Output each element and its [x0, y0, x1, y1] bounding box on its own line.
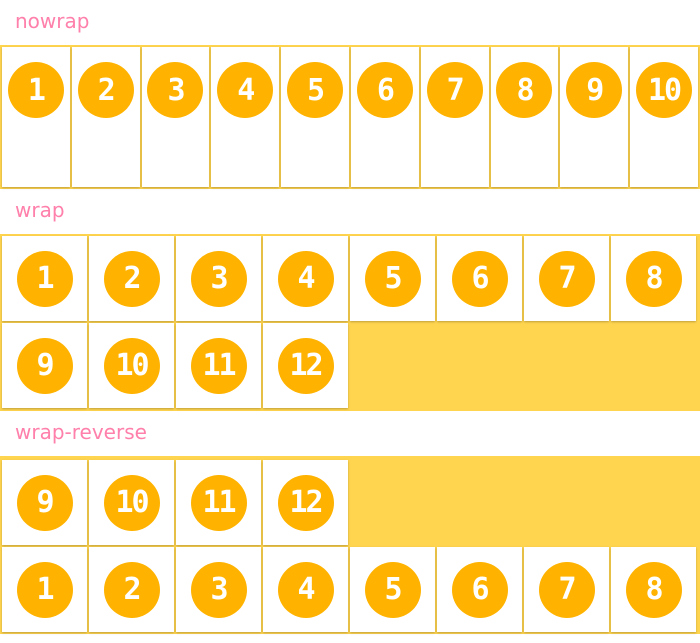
item-number-badge: 9: [16, 337, 73, 394]
flex-item: 4: [263, 547, 348, 632]
flex-item: 11: [176, 460, 261, 545]
flex-item: 9: [2, 323, 87, 408]
flex-item: 7: [420, 47, 489, 187]
flex-item: 5: [350, 547, 435, 632]
flex-item: 5: [350, 236, 435, 321]
section-wrap-reverse: wrap-reverse 1 2 3 4 5 6 7 8 9 10 11 12: [0, 411, 700, 634]
item-number-badge: 12: [277, 474, 334, 531]
item-number-badge: 11: [190, 337, 247, 394]
flex-item: 4: [211, 47, 280, 187]
flex-item: 1: [2, 547, 87, 632]
item-number-badge: 3: [190, 561, 247, 618]
item-number-badge: 9: [566, 62, 623, 118]
item-number-badge: 2: [103, 250, 160, 307]
section-label: wrap-reverse: [15, 420, 147, 444]
item-number-badge: 4: [277, 250, 334, 307]
item-number-badge: 7: [426, 62, 483, 118]
flex-item: 8: [611, 236, 696, 321]
flex-item: 2: [89, 547, 174, 632]
flex-item: 1: [2, 47, 70, 187]
item-number-badge: 1: [16, 250, 73, 307]
item-number-badge: 7: [538, 250, 595, 307]
flex-item: 7: [524, 547, 609, 632]
flex-item: 7: [524, 236, 609, 321]
item-number-badge: 5: [364, 250, 421, 307]
item-number-badge: 1: [7, 62, 64, 118]
flex-item: 6: [437, 547, 522, 632]
section-wrap: wrap 1 2 3 4 5 6 7 8 9 10 11 12: [0, 189, 700, 411]
item-number-badge: 2: [103, 561, 160, 618]
flex-item: 6: [350, 47, 419, 187]
flex-item: 9: [2, 460, 87, 545]
flex-item: 3: [176, 547, 261, 632]
flex-item: 10: [89, 460, 174, 545]
item-number-badge: 12: [277, 337, 334, 394]
flex-item: 11: [176, 323, 261, 408]
item-number-badge: 10: [636, 62, 693, 118]
flex-item: 3: [141, 47, 210, 187]
item-number-badge: 1: [16, 561, 73, 618]
item-number-badge: 4: [277, 561, 334, 618]
flex-item: 3: [176, 236, 261, 321]
flex-item: 5: [281, 47, 349, 187]
flex-item: 8: [490, 47, 559, 187]
flex-item: 9: [560, 47, 629, 187]
flex-item: 10: [630, 47, 698, 187]
flex-container-nowrap: 1 2 3 4 5 6 7 8 9 10: [0, 45, 700, 189]
item-number-badge: 3: [147, 62, 204, 118]
flex-item: 1: [2, 236, 87, 321]
item-number-badge: 2: [77, 62, 134, 118]
flex-item: 12: [263, 323, 348, 408]
item-number-badge: 6: [451, 561, 508, 618]
flex-item: 12: [263, 460, 348, 545]
item-number-badge: 5: [364, 561, 421, 618]
flex-item: 10: [89, 323, 174, 408]
item-number-badge: 8: [496, 62, 553, 118]
item-number-badge: 11: [190, 474, 247, 531]
section-label: wrap: [15, 198, 65, 222]
item-number-badge: 8: [625, 561, 682, 618]
section-nowrap: nowrap 1 2 3 4 5 6 7 8 9 10: [0, 0, 700, 189]
item-number-badge: 10: [103, 474, 160, 531]
item-number-badge: 3: [190, 250, 247, 307]
flex-item: 4: [263, 236, 348, 321]
section-label: nowrap: [15, 9, 90, 33]
flex-container-wrap: 1 2 3 4 5 6 7 8 9 10 11 12: [0, 234, 700, 411]
flex-item: 2: [89, 236, 174, 321]
flex-item: 2: [71, 47, 140, 187]
item-number-badge: 7: [538, 561, 595, 618]
flex-item: 8: [611, 547, 696, 632]
item-number-badge: 10: [103, 337, 160, 394]
item-number-badge: 6: [451, 250, 508, 307]
flex-item: 6: [437, 236, 522, 321]
item-number-badge: 9: [16, 474, 73, 531]
item-number-badge: 5: [287, 62, 344, 118]
item-number-badge: 6: [356, 62, 413, 118]
flex-container-wrap-reverse: 1 2 3 4 5 6 7 8 9 10 11 12: [0, 456, 700, 634]
item-number-badge: 8: [625, 250, 682, 307]
item-number-badge: 4: [217, 62, 274, 118]
